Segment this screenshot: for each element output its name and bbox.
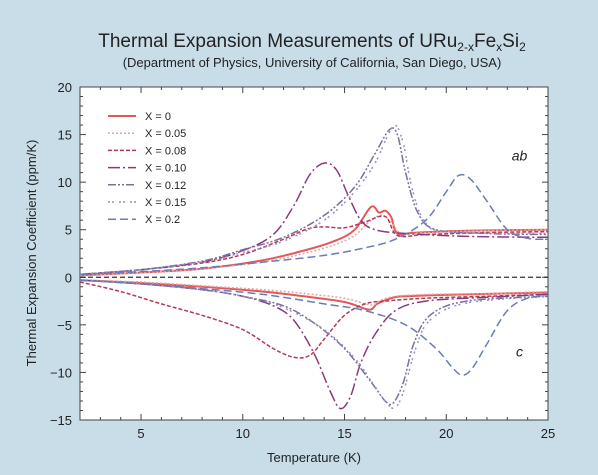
series-line-x4-ab [79,127,549,276]
y-tick-label: 10 [58,175,72,190]
chart-subtitle: (Department of Physics, University of Ca… [123,55,502,70]
legend-label: X = 0.15 [145,197,186,209]
series-curves [79,124,549,410]
series-line-x3-ab [79,162,549,276]
annotations: ab c [512,147,528,359]
x-tick-label: 5 [137,426,144,441]
axis-ticks: 5 10 15 20 25 −15 −10 −5 0 5 10 15 20 [50,80,555,441]
x-tick-label: 25 [541,426,555,441]
legend-label: X = 0.10 [145,163,186,175]
y-axis-label: Thermal Expansion Coefficient (ppm/K) [24,140,39,367]
y-tick-label: 5 [65,223,72,238]
annotation-ab: ab [512,147,528,163]
series-line-x5-c [79,279,549,410]
legend-label: X = 0.08 [145,145,186,157]
x-tick-label: 20 [439,426,453,441]
x-tick-label: 10 [236,426,250,441]
legend-label: X = 0 [145,111,171,123]
series-line-x5-ab [79,124,549,276]
legend-label: X = 0.2 [145,214,180,226]
y-tick-label: 0 [65,270,72,285]
series-line-x0-c [79,279,549,311]
y-tick-label: 15 [58,128,72,143]
series-line-x0-ab [79,205,549,277]
series-line-x1-c [79,279,549,306]
y-tick-label: 20 [58,80,72,95]
series-line-x2-c [79,281,549,359]
y-tick-label: −5 [57,318,72,333]
legend-label: X = 0.05 [145,128,186,140]
legend-label: X = 0.12 [145,180,186,192]
plot-area [79,86,549,421]
legend: X = 0 X = 0.05 X = 0.08 X = 0.10 X = 0.12 X =… [108,111,186,226]
annotation-c: c [516,343,523,359]
x-axis-label: Temperature (K) [267,450,361,465]
series-line-x1-ab [79,214,549,277]
chart-title: Thermal Expansion Measurements of URu2-x… [98,31,526,54]
x-tick-label: 15 [337,426,351,441]
series-line-x6-ab [79,173,549,276]
y-tick-label: −10 [50,365,72,380]
y-tick-label: −15 [50,413,72,428]
